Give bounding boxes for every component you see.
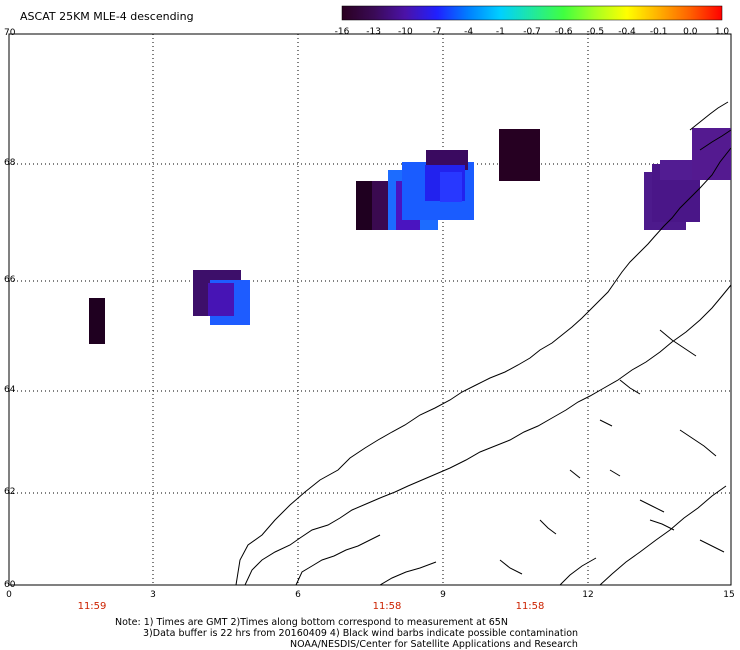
colorbar-gradient <box>341 5 723 21</box>
colorbar-tick-label: -13 <box>366 27 381 37</box>
note-line-2: 3)Data buffer is 22 hrs from 20160409 4)… <box>143 628 579 639</box>
time-label: 11:58 <box>515 601 545 612</box>
lon-tick-9: 9 <box>440 590 446 600</box>
lon-tick-0: 0 <box>6 590 12 600</box>
time-label: 11:58 <box>372 601 402 612</box>
colorbar-tick-label: -10 <box>397 27 413 37</box>
lat-tick-66: 66 <box>4 275 16 285</box>
plot-frame <box>8 33 732 586</box>
lat-tick-60: 60 <box>4 580 16 590</box>
colorbar-tick-label: -0.7 <box>523 27 541 37</box>
lon-tick-15: 15 <box>723 590 735 600</box>
grid-lines <box>9 34 731 585</box>
time-label: 11:59 <box>77 601 107 612</box>
lat-tick-70: 70 <box>4 28 16 38</box>
lon-tick-3: 3 <box>150 590 156 600</box>
colorbar-tick-label: -1 <box>495 27 505 37</box>
note-line-3: NOAA/NESDIS/Center for Satellite Applica… <box>290 639 578 650</box>
colorbar-tick-label: -16 <box>334 27 350 37</box>
lat-tick-62: 62 <box>4 487 16 497</box>
lon-tick-12: 12 <box>582 590 594 600</box>
colorbar-tick-label: -0.5 <box>586 27 605 37</box>
colorbar-tick-label: -7 <box>432 27 442 37</box>
data-swath-west <box>89 270 250 344</box>
colorbar-tick-label: -0.6 <box>554 27 573 37</box>
lat-tick-64: 64 <box>4 385 16 395</box>
lon-tick-6: 6 <box>295 590 301 600</box>
colorbar-tick-label: -0.1 <box>649 27 668 37</box>
colorbar-tick-label: -4 <box>464 27 474 37</box>
lat-tick-68: 68 <box>4 158 16 168</box>
map-title: ASCAT 25KM MLE-4 descending <box>20 10 194 23</box>
data-swath-northeast <box>499 128 731 230</box>
colorbar-tick-label: 1.0 <box>714 27 730 37</box>
note-line-1: Note: 1) Times are GMT 2)Times along bot… <box>115 617 508 628</box>
coastline <box>235 101 732 586</box>
colorbar-tick-label: 0.0 <box>683 27 698 37</box>
colorbar <box>341 5 723 21</box>
colorbar-tick-label: -0.4 <box>618 27 636 37</box>
data-swath-central <box>356 150 474 230</box>
